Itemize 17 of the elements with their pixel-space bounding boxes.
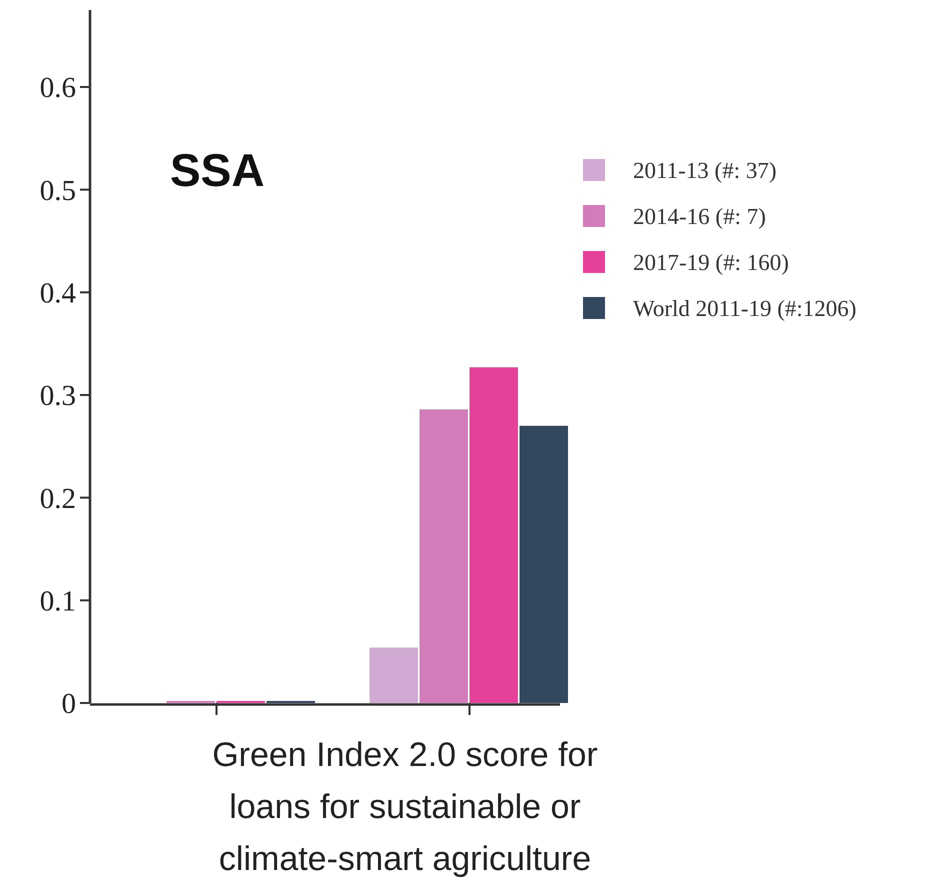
text: SSA	[170, 144, 265, 196]
y-tick-label: 0.2	[40, 482, 76, 515]
bar	[420, 409, 468, 703]
x-axis-title: Green Index 2.0 score for loans for sustainable or climate-smart agriculture	[212, 736, 598, 878]
y-tick-label: 0	[62, 688, 76, 720]
legend-label: 2011-13 (#: 37)	[633, 158, 777, 184]
y-tick-label: 0.1	[40, 585, 76, 618]
legend-label: 2017-19 (#: 160)	[633, 250, 789, 276]
bar	[470, 367, 518, 703]
y-tick-label: 0.5	[40, 174, 76, 207]
legend-label: 2014-16 (#: 7)	[633, 204, 766, 230]
y-tick-label: 0.3	[40, 380, 76, 412]
y-tick-label: 0.4	[40, 277, 76, 310]
bar	[370, 648, 418, 703]
bar	[520, 426, 568, 703]
y-tick-label: 0.6	[40, 72, 76, 104]
legend-label: World 2011-19 (#:1206)	[633, 296, 856, 322]
